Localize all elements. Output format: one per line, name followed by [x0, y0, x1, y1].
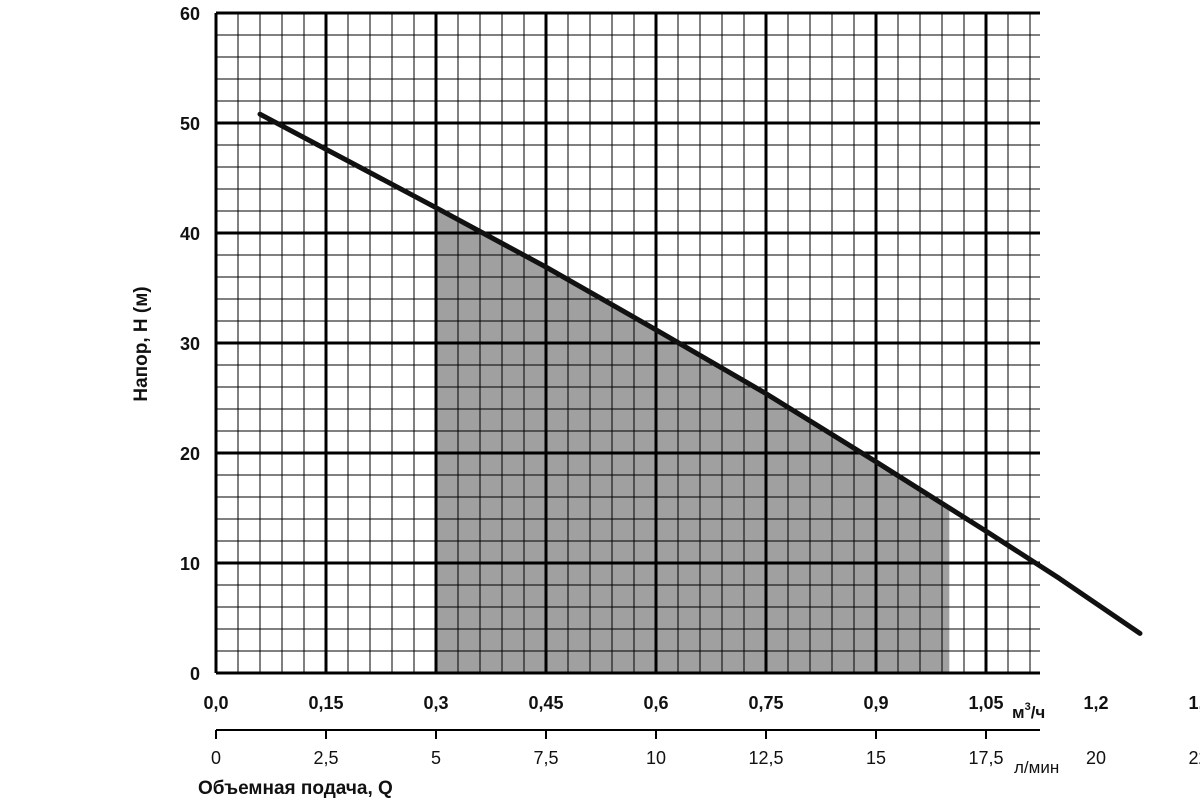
x-tick-label-primary: 0,15	[308, 693, 343, 713]
x-unit-superscript: 3	[1025, 701, 1031, 713]
x-axis-unit-secondary: л/мин	[1014, 758, 1059, 777]
y-tick-label: 10	[180, 554, 200, 574]
x-tick-label-primary: 1,2	[1083, 693, 1108, 713]
x-tick-label-secondary: 10	[646, 748, 666, 768]
y-tick-label: 60	[180, 4, 200, 24]
x-tick-label-primary: 0,9	[863, 693, 888, 713]
y-axis-label: Напор, Н (м)	[131, 286, 152, 401]
y-tick-label: 40	[180, 224, 200, 244]
x-tick-label-secondary: 5	[431, 748, 441, 768]
y-tick-label: 0	[190, 664, 200, 684]
working-range-area	[436, 207, 950, 673]
x-tick-label-primary: 0,45	[528, 693, 563, 713]
x-axis-label: Объемная подача, Q	[198, 778, 393, 799]
x-tick-label-secondary: 20	[1086, 748, 1106, 768]
x-axis-unit-primary: м3/ч	[1012, 701, 1045, 722]
x-tick-label-primary: 1,05	[968, 693, 1003, 713]
y-tick-label: 30	[180, 334, 200, 354]
x-tick-label-secondary: 7,5	[533, 748, 558, 768]
x-tick-label-secondary: 22,5	[1188, 748, 1200, 768]
x-tick-label-secondary: 2,5	[313, 748, 338, 768]
x-unit-tail: /ч	[1031, 703, 1046, 722]
y-tick-label: 20	[180, 444, 200, 464]
x-tick-label-primary: 0,75	[748, 693, 783, 713]
x-tick-label-primary: 0,0	[203, 693, 228, 713]
x-tick-label-secondary: 17,5	[968, 748, 1003, 768]
x-tick-label-primary: 0,3	[423, 693, 448, 713]
working-range-area-layer	[436, 207, 950, 673]
x-tick-label-primary: 0,6	[643, 693, 668, 713]
y-tick-label: 50	[180, 114, 200, 134]
x-tick-label-primary: 1,35	[1188, 693, 1200, 713]
x-tick-label-secondary: 0	[211, 748, 221, 768]
x-tick-label-secondary: 12,5	[748, 748, 783, 768]
x-tick-label-secondary: 15	[866, 748, 886, 768]
performance-curve	[257, 111, 1143, 636]
x-unit-base: м	[1012, 703, 1025, 722]
curve-layer	[257, 111, 1143, 636]
